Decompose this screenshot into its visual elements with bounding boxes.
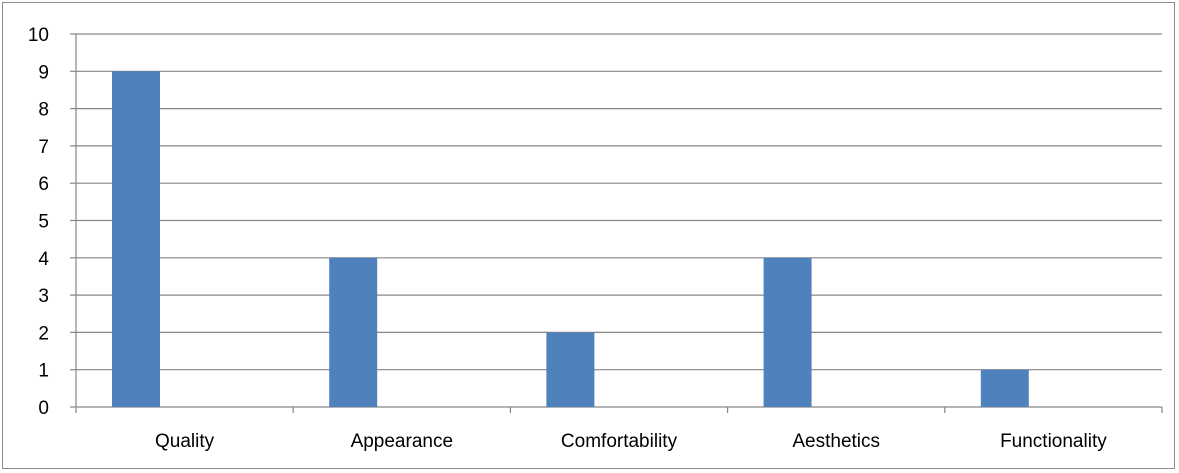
y-tick-label: 7	[38, 137, 49, 158]
bar-quality	[112, 71, 160, 408]
axes	[70, 33, 1163, 413]
bar-aesthetics	[763, 257, 812, 407]
y-tick-label: 2	[38, 323, 49, 344]
y-tick-label: 8	[38, 100, 49, 121]
y-tick-label: 0	[38, 398, 49, 419]
y-tick-label: 4	[38, 249, 49, 270]
y-tick-label: 5	[38, 212, 49, 233]
bars	[112, 71, 1029, 408]
y-tick-labels: 0 1 2 3 4 5 6 7 8 9 10	[28, 25, 50, 419]
x-tick-label: Aesthetics	[792, 431, 880, 452]
gridlines	[76, 33, 1162, 371]
y-tick-label: 10	[28, 25, 49, 46]
x-tick-label: Quality	[155, 431, 215, 452]
x-tick-label: Comfortability	[561, 431, 678, 452]
y-tick-label: 9	[38, 62, 49, 83]
y-tick-label: 1	[38, 361, 49, 382]
bar-appearance	[329, 257, 378, 407]
bar-comfortability	[546, 332, 595, 407]
y-tick-label: 3	[38, 286, 49, 307]
x-tick-label: Appearance	[351, 431, 453, 452]
x-tick-labels: Quality Appearance Comfortability Aesthetic…	[155, 431, 1107, 452]
bar-functionality	[980, 369, 1029, 407]
y-tick-label: 6	[38, 174, 49, 195]
x-tick-label: Functionality	[1000, 431, 1107, 452]
